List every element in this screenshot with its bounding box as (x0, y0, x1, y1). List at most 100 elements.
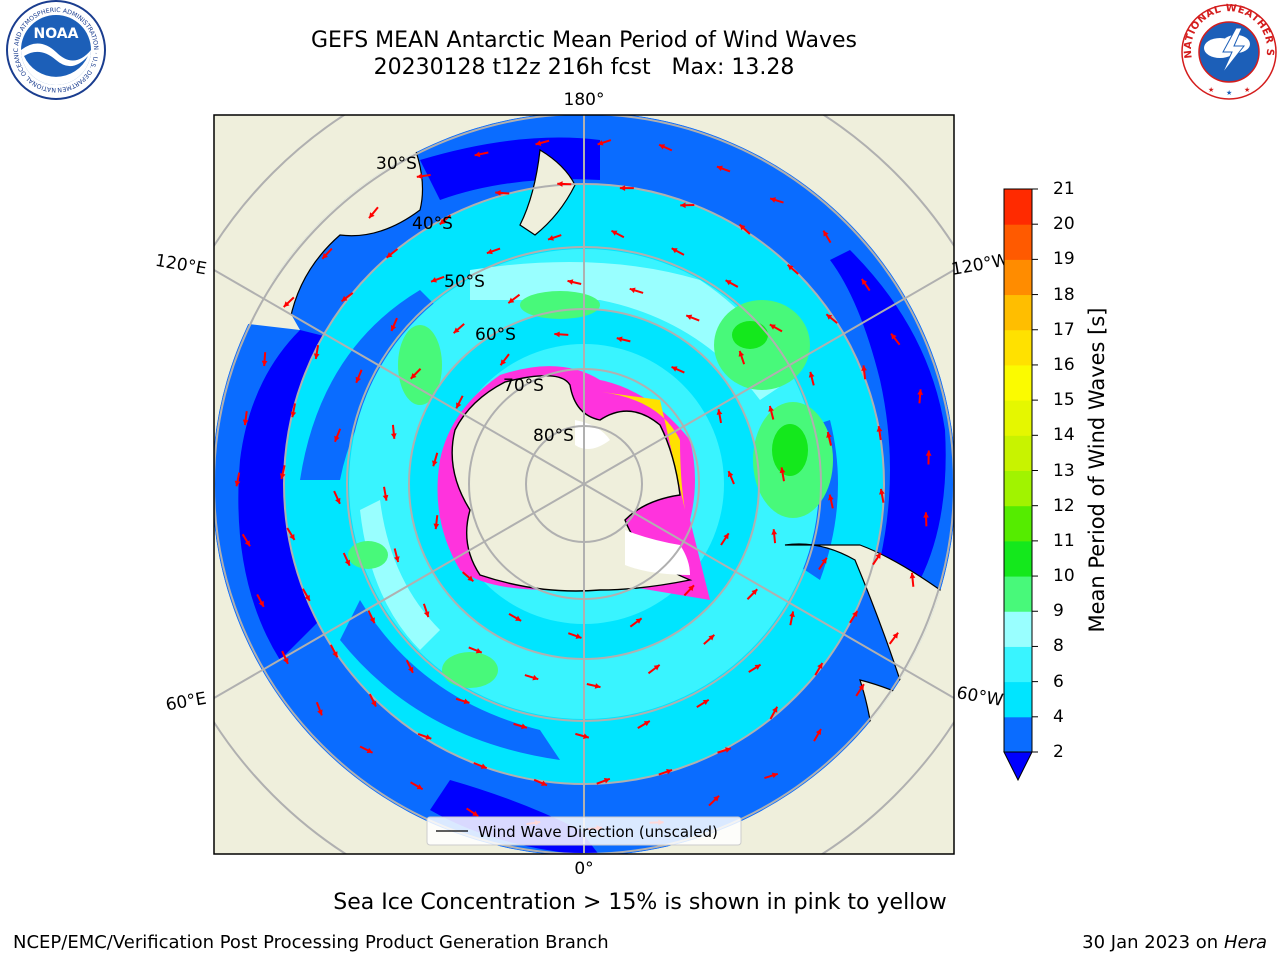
wave-arrow-head (369, 617, 375, 624)
wave-arrow-head (770, 197, 776, 203)
wave-arrow-head (472, 810, 479, 817)
colorbar-tick-label: 20 (1053, 214, 1075, 235)
colorbar-segment (1004, 294, 1032, 331)
lat-label-30s: 30°S (376, 154, 417, 174)
wave-arrow-head (925, 450, 932, 456)
lat-label-60s: 60°S (475, 325, 516, 345)
wave-arrow-head (594, 683, 601, 689)
lon-label-180: 180° (564, 90, 605, 110)
graticule (214, 115, 954, 854)
wave-arrow-head (817, 663, 823, 670)
wave-arrow-head (480, 763, 487, 769)
wave-arrow-head (394, 556, 400, 563)
colorbar-tick-label: 4 (1053, 706, 1064, 727)
wave-arrow-head (917, 389, 924, 395)
chart-title: GEFS MEAN Antarctic Mean Period of Wind … (311, 28, 857, 53)
lon-label-0: 0° (574, 859, 593, 879)
svg-text:★: ★ (1244, 86, 1250, 94)
wave-arrow-head (708, 634, 715, 641)
colorbar-segment (1004, 505, 1032, 542)
colorbar-segment (1004, 364, 1032, 401)
wave-arrow-head (875, 552, 881, 559)
svg-text:Wind Wave Direction (unscaled): Wind Wave Direction (unscaled) (478, 823, 718, 841)
colorbar-segment (1004, 470, 1032, 507)
wave-arrow-head (423, 611, 430, 618)
wave-arrow-head (416, 173, 423, 180)
wave-arrow-head (386, 252, 393, 258)
lon-label-120e: 120°E (154, 251, 208, 280)
wave-arrow-head (861, 365, 867, 371)
colorbar-extend-arrow (1003, 751, 1033, 782)
colorbar (1003, 188, 1038, 782)
wave-arrow-head (432, 460, 438, 467)
lon-label-120w: 120°W (950, 250, 1011, 280)
wave-arrow-head (416, 784, 423, 790)
footer-machine: Hera (1223, 932, 1267, 953)
wave-arrow-head (390, 324, 397, 331)
wave-arrow-head (680, 202, 686, 209)
svg-text:NOAA: NOAA (34, 26, 79, 42)
wave-arrow-head (371, 700, 377, 707)
wave-arrow-head (456, 402, 462, 409)
wave-arrow-head (909, 572, 916, 579)
colorbar-tick-label: 18 (1053, 284, 1075, 305)
wave-arrow-head (597, 140, 604, 146)
wave-arrow-head (500, 359, 507, 366)
wave-arrow-head (433, 523, 440, 530)
svg-text:★: ★ (1208, 86, 1214, 94)
wave-arrow-head (619, 185, 626, 191)
wave-arrow-head (344, 559, 351, 566)
latitude-labels: 30°S 40°S 50°S 60°S 70°S 80°S (376, 154, 574, 446)
wave-arrow-head (532, 674, 539, 681)
footer-date: 30 Jan 2023 on Hera (1082, 932, 1267, 953)
wave-arrow-head (495, 190, 501, 196)
lon-label-60w: 60°W (955, 683, 1005, 711)
wave-arrow-head (659, 144, 666, 150)
colorbar-segment (1004, 716, 1032, 753)
wave-arrow-head (716, 409, 723, 415)
wave-arrow-head (629, 287, 636, 294)
wave-arrow-head (852, 610, 858, 617)
wave-arrow-head (787, 264, 794, 271)
sea-ice-note: Sea Ice Concentration > 15% is shown in … (333, 890, 947, 915)
wave-arrow-head (369, 212, 375, 219)
wave-arrow-head (463, 698, 470, 705)
colorbar-segment (1004, 540, 1032, 577)
wave-arrow-head (635, 618, 642, 624)
colorbar-segment (1004, 224, 1032, 260)
wave-arrow-head (876, 426, 883, 432)
wave-arrow-head (751, 589, 758, 596)
wave-arrow-head (716, 165, 723, 172)
colorbar-label: Mean Period of Wind Waves [s] (1085, 307, 1109, 633)
wave-arrow-head (861, 278, 868, 285)
wave-arrow-head (771, 529, 778, 535)
wave-arrow-head (771, 772, 778, 779)
wave-arrow-head (508, 297, 515, 304)
wave-arrow-head (283, 657, 289, 664)
ice-shelf (625, 530, 690, 575)
wave-arrow-head (567, 279, 574, 285)
wave-arrow-head (826, 314, 833, 320)
wave-arrow-head (548, 235, 554, 241)
wave-arrow-head (366, 747, 373, 753)
wave-arrow-head (407, 666, 414, 673)
nws-logo: NATIONAL WEATHER SERVICE ★ ★ ★ (1178, 0, 1277, 100)
colorbar-segment (1004, 435, 1032, 471)
wave-arrow-head (313, 353, 320, 359)
wave-arrow-head (535, 140, 542, 146)
wave-arrow-head (643, 720, 650, 727)
colorbar-tick-label: 14 (1053, 425, 1075, 446)
colorbar-tick-label: 8 (1053, 636, 1064, 657)
wave-arrow-head (653, 664, 660, 671)
wave-arrow-head (486, 248, 493, 255)
wave-arrow-head (713, 795, 720, 802)
wave-arrow-head (858, 684, 864, 691)
wave-arrow-head (521, 723, 527, 730)
colorbar-segment (1004, 189, 1032, 225)
wave-arrow-head (335, 497, 341, 504)
colorbar-tick-label: 13 (1053, 460, 1075, 481)
wave-arrow-head (772, 706, 778, 713)
wave-arrow-head (244, 540, 250, 547)
colorbar-segment (1004, 681, 1032, 718)
